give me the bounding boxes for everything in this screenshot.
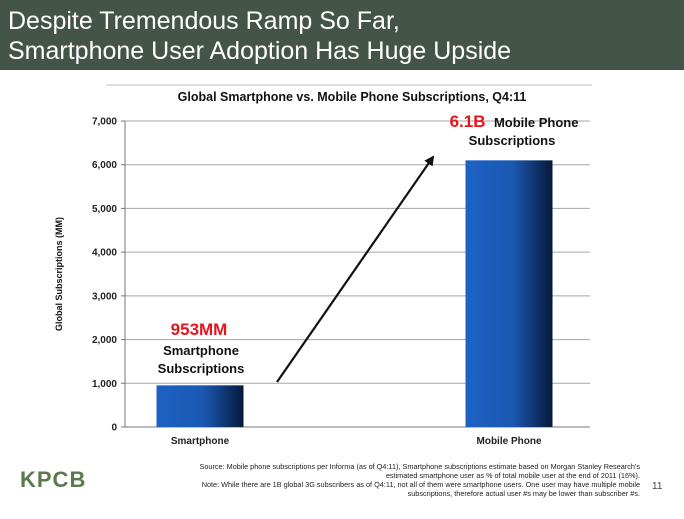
y-tick-label: 3,000	[92, 291, 117, 302]
source-note: Source: Mobile phone subscriptions per I…	[92, 462, 640, 498]
smartphone-label-line-1: Smartphone	[163, 343, 239, 358]
bar-mobile-phone	[465, 160, 553, 427]
y-tick-label: 0	[111, 423, 117, 434]
page-number: 11	[652, 481, 663, 492]
smartphone-value-label: 953MM	[171, 320, 228, 339]
mobile-value-suffix: Mobile Phone	[494, 115, 579, 130]
slide-title-line-1: Despite Tremendous Ramp So Far,	[8, 7, 400, 35]
y-tick-label: 4,000	[92, 248, 117, 259]
mobile-label-line-2: Subscriptions	[469, 133, 556, 148]
bar-smartphone	[156, 385, 244, 427]
y-tick-label: 2,000	[92, 335, 117, 346]
y-tick-label: 6,000	[92, 160, 117, 171]
chart-title: Global Smartphone vs. Mobile Phone Subsc…	[178, 90, 527, 104]
bar-chart: Global Smartphone vs. Mobile Phone Subsc…	[54, 84, 592, 447]
y-axis-label: Global Subscriptions (MM)	[54, 217, 64, 331]
source-line-1: Source: Mobile phone subscriptions per I…	[199, 462, 640, 471]
source-line-3: Note: While there are 1B global 3G subsc…	[201, 480, 640, 489]
source-line-2: estimated smartphone user as % of total …	[385, 471, 640, 480]
slide-title-line-2: Smartphone User Adoption Has Huge Upside	[8, 37, 512, 65]
mobile-value-label: 6.1B Mobile Phone	[450, 112, 579, 131]
y-tick-label: 7,000	[92, 117, 117, 128]
y-tick-label: 1,000	[92, 379, 117, 390]
x-category-label: Smartphone	[171, 436, 230, 447]
source-line-4: subscriptions, therefore actual user #s …	[407, 489, 640, 498]
growth-arrow	[276, 155, 435, 383]
smartphone-label-line-2: Subscriptions	[158, 361, 245, 376]
y-tick-label: 5,000	[92, 204, 117, 215]
mobile-value-text: 6.1B	[450, 112, 486, 131]
x-category-label: Mobile Phone	[477, 436, 542, 447]
kpcb-logo: KPCB	[20, 467, 87, 492]
slide-header: Despite Tremendous Ramp So Far, Smartpho…	[0, 0, 684, 70]
